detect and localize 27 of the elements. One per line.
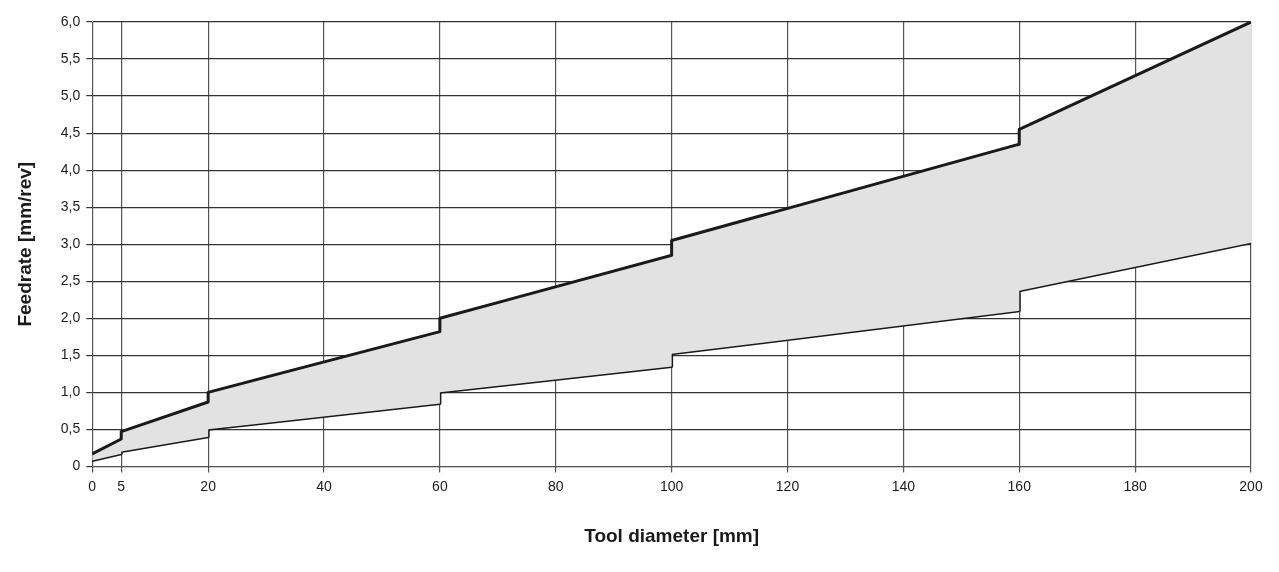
y-tick-label: 2,5 [60, 272, 81, 289]
x-tick-label: 80 [547, 477, 564, 494]
y-tick-label: 4,5 [60, 123, 81, 140]
y-tick-label: 5,5 [60, 49, 81, 66]
x-tick-label: 140 [891, 477, 916, 494]
x-tick-label: 5 [117, 477, 126, 494]
y-tick-label: 3,0 [60, 235, 81, 252]
x-tick-label: 160 [1007, 477, 1032, 494]
y-axis-title: Feedrate [mm/rev] [13, 161, 35, 327]
y-tick-label: 4,0 [60, 160, 81, 177]
x-tick-label: 180 [1123, 477, 1148, 494]
x-tick-label: 0 [88, 477, 97, 494]
x-tick-label: 200 [1239, 477, 1263, 494]
y-tick-label: 1,0 [60, 383, 81, 400]
x-axis-title: Tool diameter [mm] [584, 524, 760, 546]
y-tick-label: 1,5 [60, 346, 81, 363]
y-tick-label: 3,5 [60, 198, 81, 215]
y-tick-label: 6,0 [60, 12, 81, 29]
x-tick-label: 20 [200, 477, 217, 494]
x-tick-label: 40 [316, 477, 333, 494]
x-tick-label: 100 [659, 477, 684, 494]
x-tick-label: 120 [775, 477, 800, 494]
y-tick-label: 2,0 [60, 309, 81, 326]
y-tick-label: 5,0 [60, 86, 81, 103]
x-tick-label: 60 [432, 477, 448, 494]
y-tick-label: 0 [72, 457, 81, 474]
y-tick-label: 0,5 [60, 420, 81, 437]
